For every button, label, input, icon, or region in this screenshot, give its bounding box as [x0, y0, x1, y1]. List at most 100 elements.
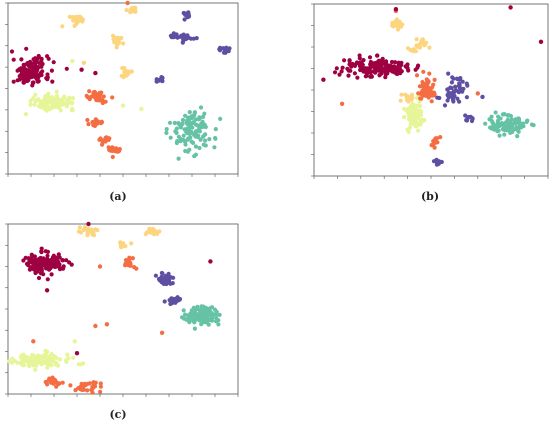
data-point	[490, 120, 495, 125]
data-point	[449, 80, 454, 85]
cluster-teal	[164, 105, 223, 161]
data-point	[110, 148, 115, 153]
data-point	[363, 74, 368, 79]
data-point	[493, 110, 498, 115]
data-point	[55, 256, 60, 261]
data-point	[11, 57, 16, 62]
data-point	[57, 357, 63, 362]
data-point	[503, 120, 509, 125]
data-point	[181, 133, 186, 138]
data-point	[191, 36, 196, 41]
outlier-point	[120, 103, 126, 108]
data-point	[185, 126, 190, 131]
data-point	[368, 70, 373, 75]
caption-c: (c)	[109, 408, 127, 421]
cluster-purple	[168, 31, 199, 45]
data-point	[119, 243, 124, 248]
data-point	[49, 272, 54, 277]
data-point	[419, 96, 424, 101]
data-point	[86, 122, 91, 127]
data-point	[43, 107, 48, 112]
data-point	[65, 98, 70, 103]
data-point	[23, 112, 29, 117]
data-point	[197, 307, 202, 312]
data-point	[33, 270, 38, 276]
data-point	[147, 229, 152, 234]
cluster-purple	[431, 157, 444, 167]
data-point	[382, 69, 387, 74]
data-point	[213, 127, 218, 132]
data-point	[198, 105, 204, 110]
panel-a: (a)	[0, 0, 250, 210]
data-point	[36, 55, 42, 60]
data-point	[130, 256, 135, 261]
data-point	[403, 92, 408, 97]
data-point	[198, 137, 203, 142]
data-point	[407, 106, 412, 111]
data-point	[154, 79, 159, 84]
data-point	[214, 313, 219, 318]
cluster-crimson	[9, 46, 69, 88]
data-point	[120, 65, 125, 71]
data-point	[349, 62, 355, 67]
data-point	[405, 98, 410, 103]
data-point	[85, 388, 90, 393]
data-point	[184, 129, 189, 135]
data-point	[123, 261, 128, 266]
data-point	[85, 117, 90, 123]
data-point	[500, 112, 505, 117]
cluster-yellowgreen	[402, 93, 427, 135]
data-point	[515, 134, 520, 139]
data-point	[48, 100, 53, 105]
cluster-gold	[60, 14, 85, 29]
data-point	[11, 79, 16, 84]
outlier-point	[208, 259, 213, 264]
scatter-plot-b	[311, 3, 549, 179]
data-point	[70, 100, 75, 105]
data-point	[53, 260, 58, 265]
data-point	[421, 85, 426, 90]
data-point	[21, 66, 27, 71]
data-point	[39, 105, 44, 110]
data-point	[450, 96, 455, 101]
data-point	[51, 60, 56, 65]
cluster-gold	[390, 17, 405, 32]
data-point	[167, 274, 172, 279]
data-point	[61, 266, 66, 271]
data-point	[203, 124, 208, 130]
data-point	[15, 78, 20, 83]
data-point	[38, 354, 43, 359]
data-point	[100, 142, 105, 147]
data-point	[413, 67, 418, 72]
caption-a: (a)	[109, 190, 127, 203]
data-point	[167, 120, 173, 125]
data-point	[51, 100, 56, 105]
cluster-purple	[217, 45, 232, 55]
cluster-purple	[153, 270, 176, 287]
data-point	[396, 19, 401, 24]
data-point	[60, 99, 65, 105]
data-point	[68, 383, 73, 388]
data-point	[509, 123, 514, 129]
data-point	[80, 361, 86, 366]
data-point	[115, 149, 120, 154]
data-point	[81, 387, 86, 392]
data-point	[55, 99, 61, 104]
data-point	[70, 96, 75, 101]
data-point	[213, 136, 218, 141]
data-point	[153, 273, 158, 278]
data-point	[64, 66, 69, 71]
data-point	[470, 116, 475, 122]
data-point	[128, 263, 133, 268]
data-point	[451, 76, 456, 81]
data-point	[408, 118, 413, 123]
data-point	[168, 281, 173, 286]
data-point	[50, 375, 55, 381]
data-point	[497, 133, 502, 138]
data-point	[193, 152, 198, 157]
data-point	[387, 66, 392, 71]
data-point	[434, 162, 440, 167]
data-point	[34, 60, 39, 65]
data-point	[92, 95, 98, 100]
data-point	[196, 133, 201, 138]
